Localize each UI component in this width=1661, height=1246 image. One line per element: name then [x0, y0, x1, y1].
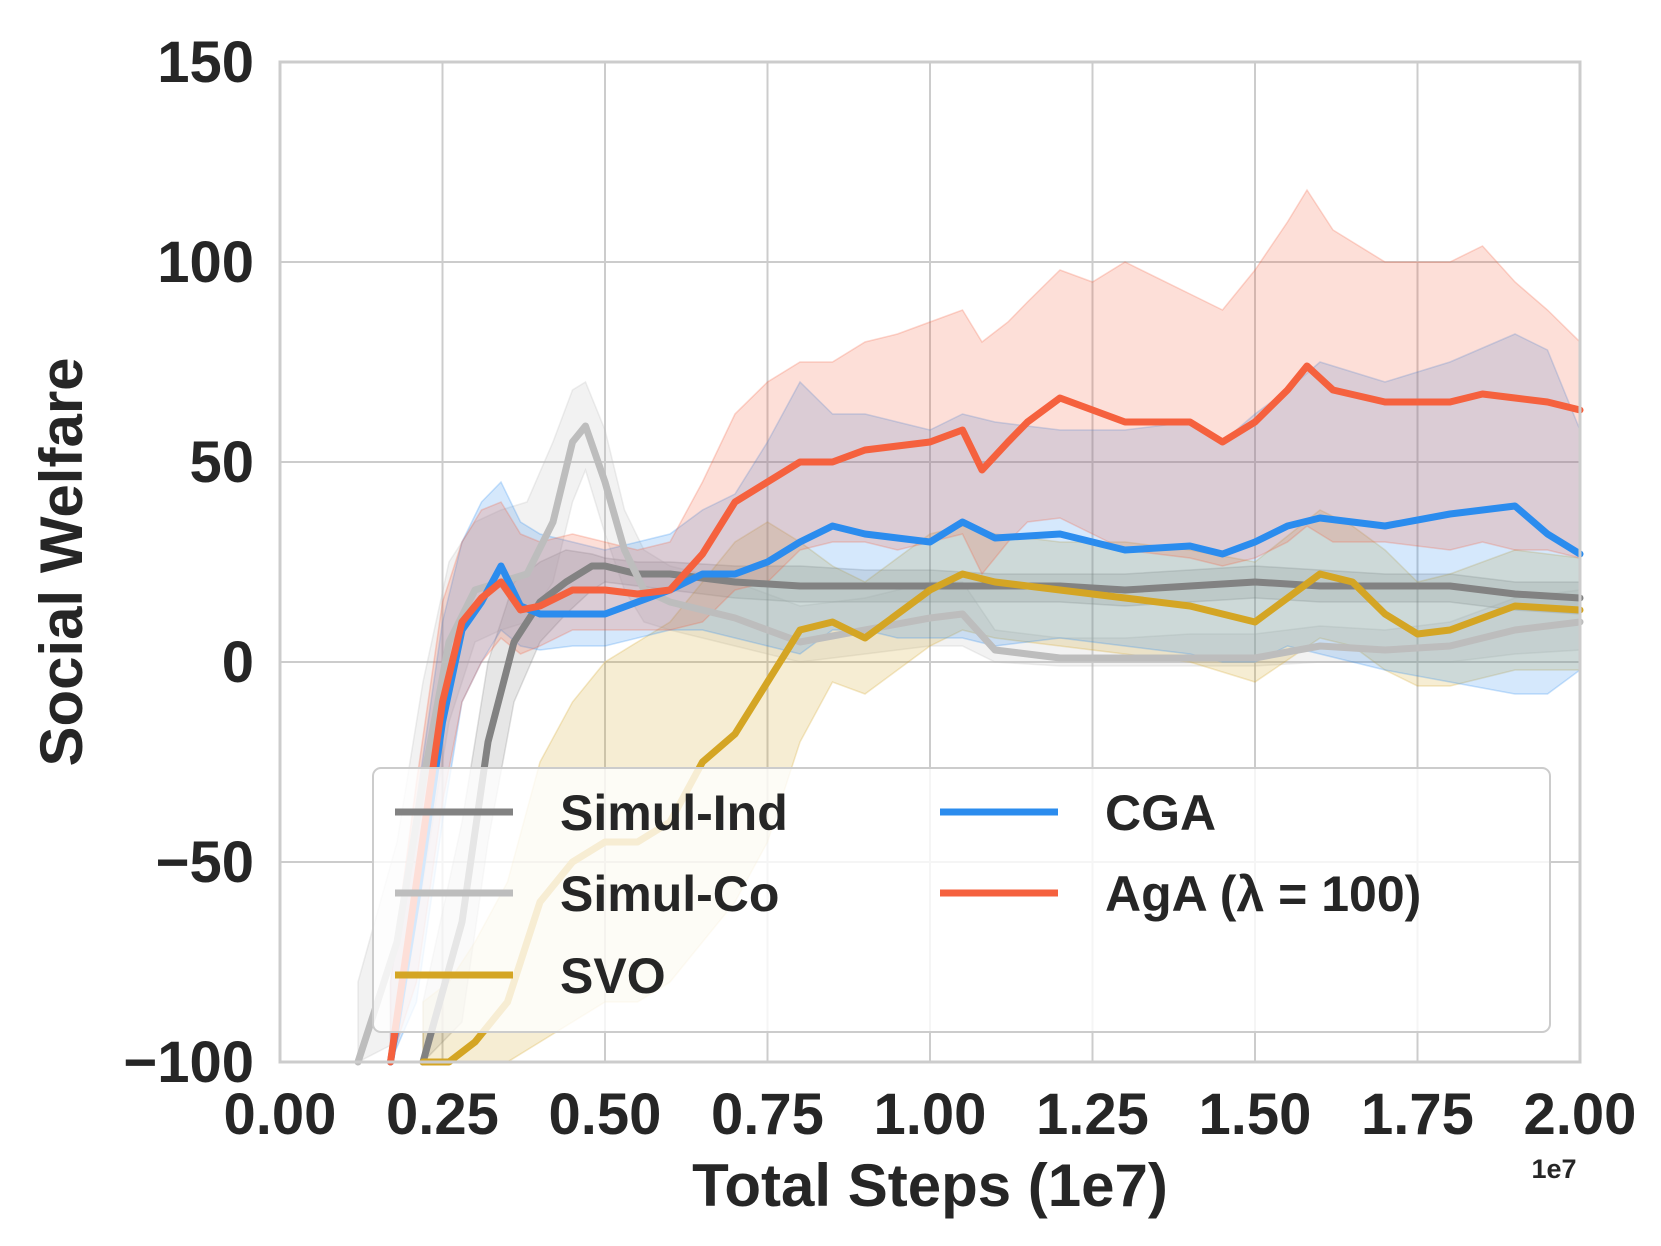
y-tick-labels: −100 −50 0 50 100 150	[123, 30, 254, 1095]
x-tick-label: 2.00	[1524, 1082, 1637, 1147]
y-tick-label: 150	[157, 30, 254, 95]
line-aga-100	[387, 362, 1584, 1066]
legend-label-simul-co: Simul-Co	[560, 866, 779, 922]
x-tick-labels: 0.00 0.25 0.50 0.75 1.00 1.25 1.50 1.75 2.00	[224, 1082, 1637, 1147]
y-axis-label: Social Welfare	[28, 357, 95, 766]
legend-label-aga: AgA (λ = 100)	[1105, 866, 1421, 922]
x-tick-label: 0.00	[224, 1082, 337, 1147]
y-tick-label: −100	[123, 1030, 254, 1095]
x-tick-label: 1.00	[874, 1082, 987, 1147]
x-tick-label: 1.75	[1361, 1082, 1474, 1147]
y-tick-label: 100	[157, 230, 254, 295]
plot-frame	[278, 60, 1582, 1064]
y-tick-label: −50	[156, 830, 254, 895]
x-tick-label: 1.25	[1036, 1082, 1149, 1147]
x-tick-label: 0.25	[386, 1082, 499, 1147]
line-cga	[387, 502, 1584, 1066]
legend-label-cga: CGA	[1105, 785, 1216, 841]
x-tick-label: 0.50	[549, 1082, 662, 1147]
y-tick-label: 0	[222, 630, 254, 695]
legend-box	[372, 767, 1551, 1033]
x-axis-label: Total Steps (1e7)	[692, 1152, 1168, 1219]
x-axis-offset-label: 1e7	[1531, 1154, 1576, 1184]
y-tick-label: 50	[189, 430, 254, 495]
legend-label-simul-ind: Simul-Ind	[560, 785, 788, 841]
x-tick-label: 0.75	[711, 1082, 824, 1147]
x-tick-label: 1.50	[1199, 1082, 1312, 1147]
legend: Simul-Ind Simul-Co SVO CGA AgA (λ = 100)	[372, 767, 1551, 1033]
legend-label-svo: SVO	[560, 948, 666, 1004]
